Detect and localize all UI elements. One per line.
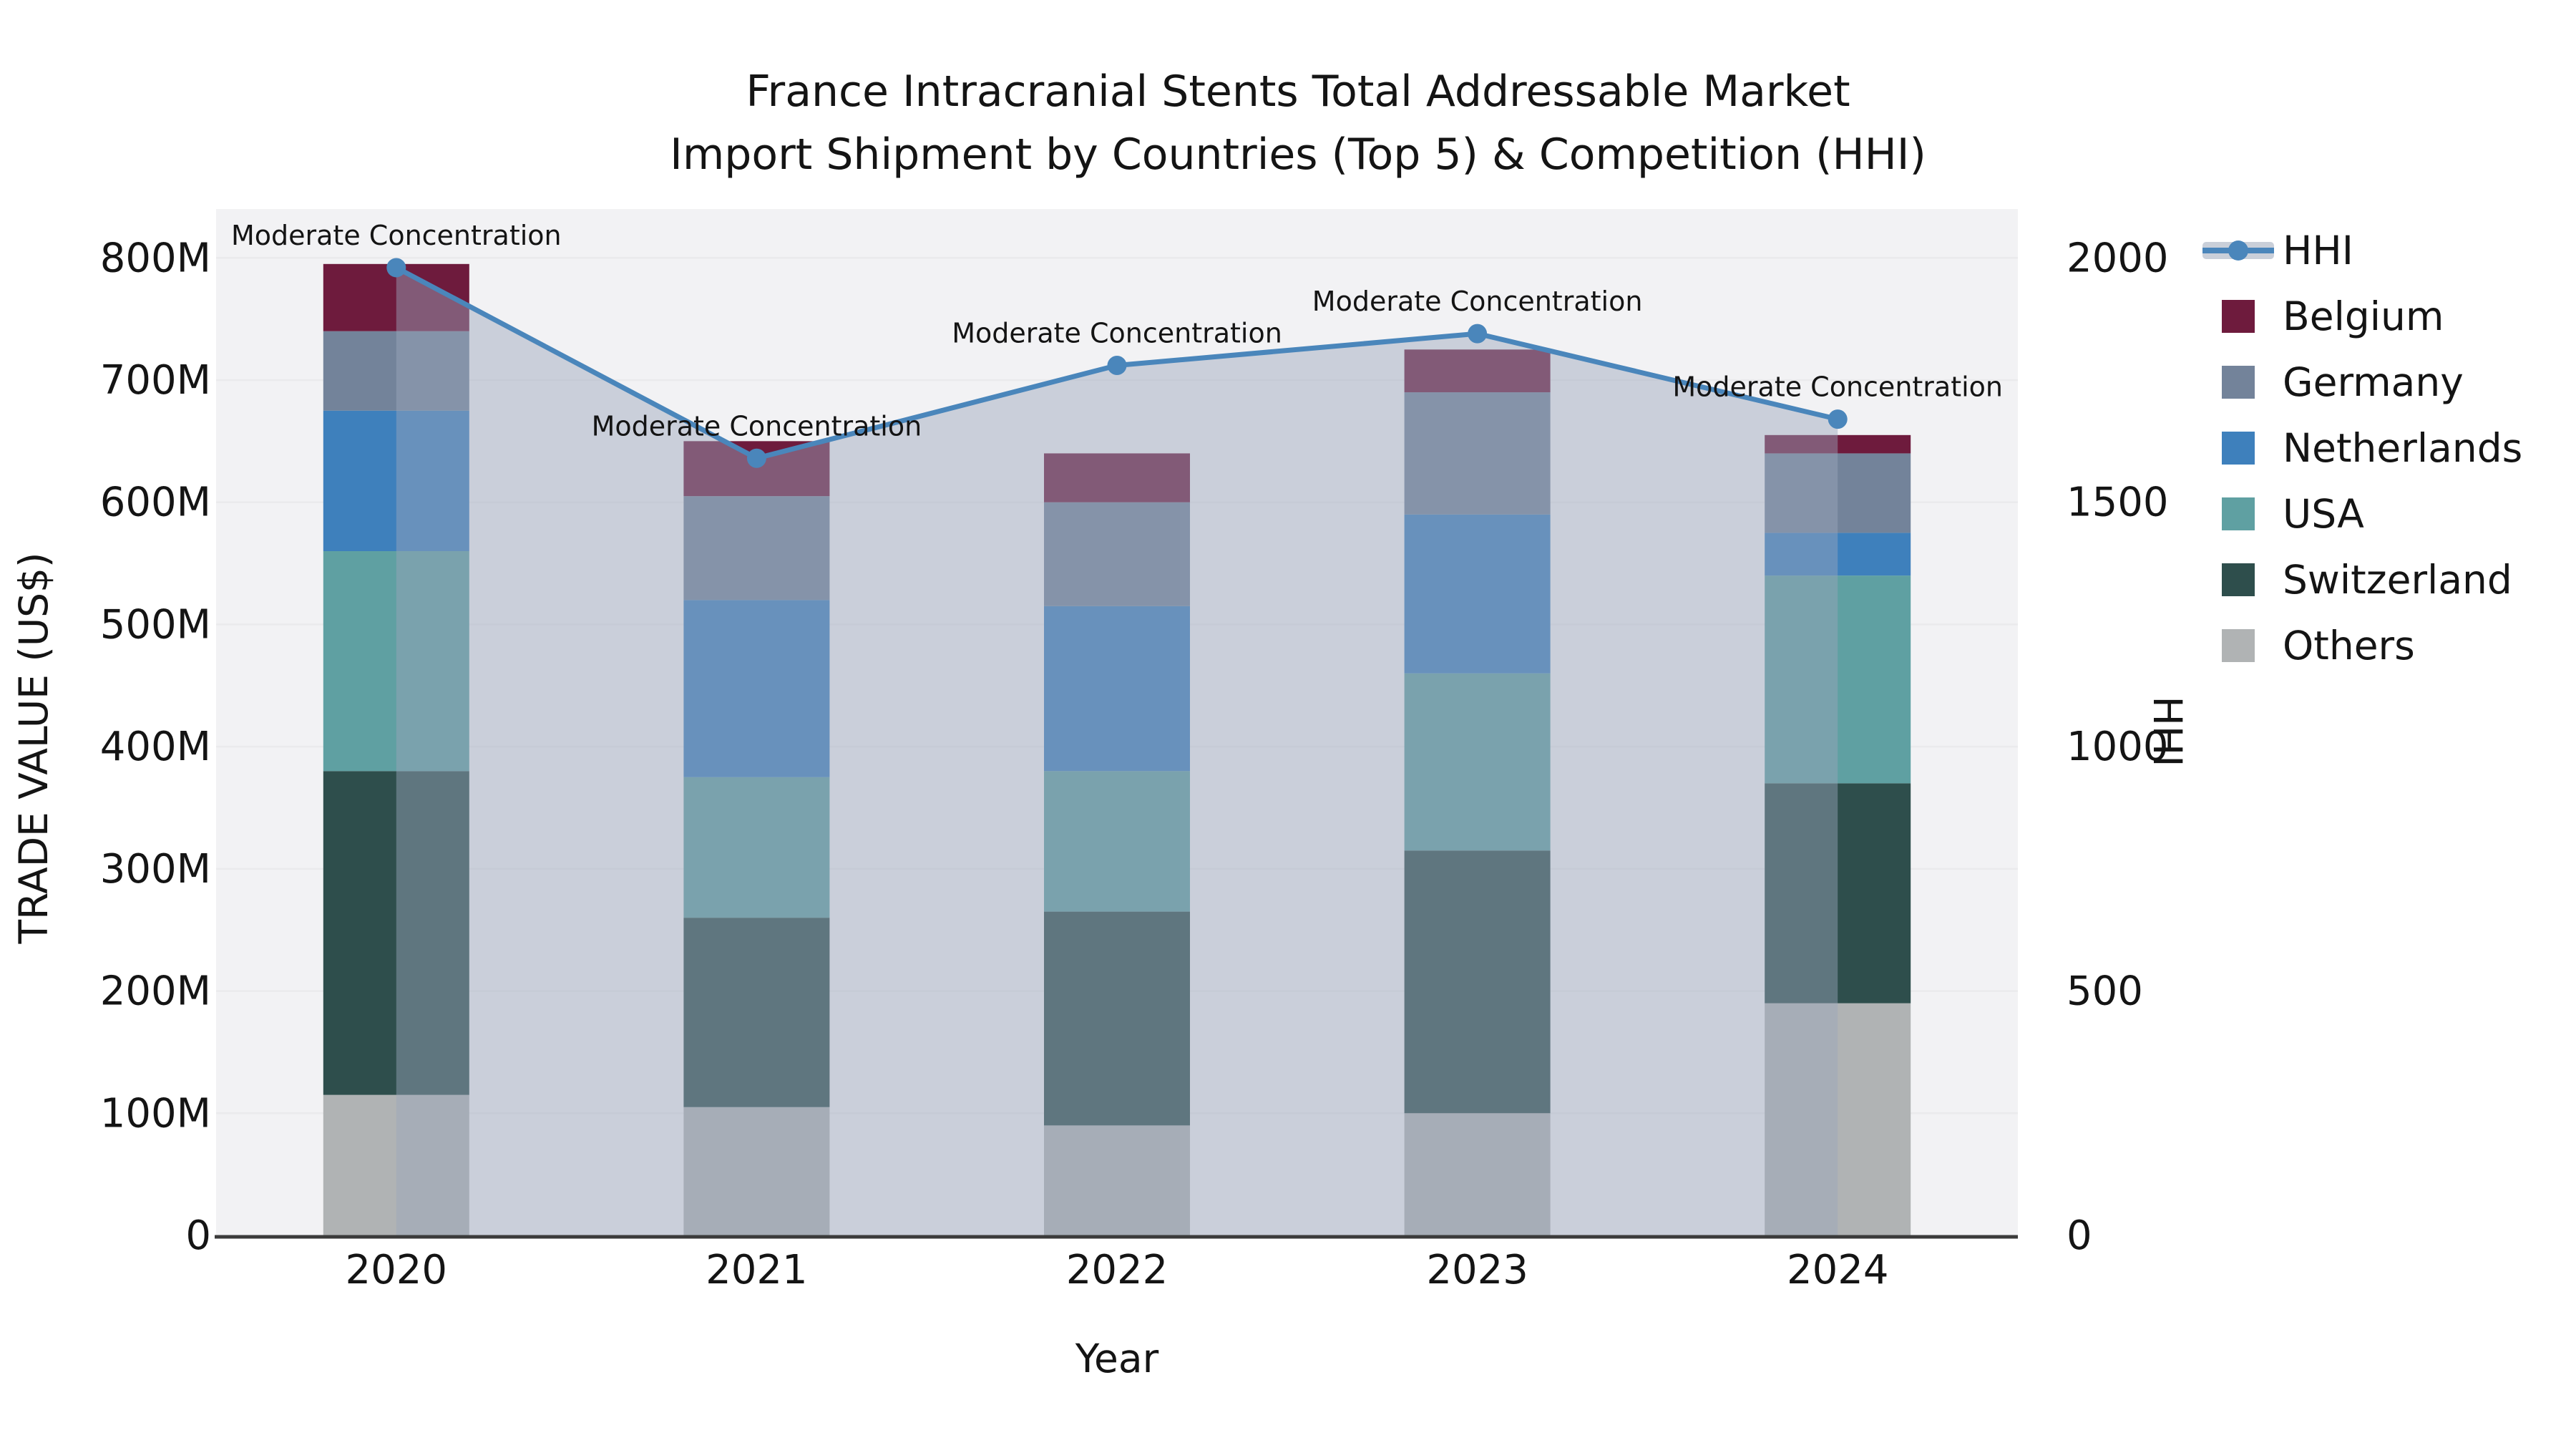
legend-item-germany[interactable]: Germany bbox=[2222, 359, 2464, 405]
y-right-tick-500: 500 bbox=[2067, 968, 2143, 1015]
hhi-line-layer bbox=[386, 258, 1848, 468]
y-left-tick-300M: 300M bbox=[100, 846, 211, 893]
bar-segment-2024-germany[interactable] bbox=[1765, 453, 1911, 533]
legend-label-switzerland: Switzerland bbox=[2283, 557, 2512, 603]
hhi-area-fill bbox=[396, 267, 1838, 1235]
bar-segment-2024-usa[interactable] bbox=[1765, 575, 1911, 784]
legend-swatch-germany bbox=[2222, 366, 2255, 399]
bar-segment-2022-usa[interactable] bbox=[1044, 771, 1190, 912]
y-left-tick-400M: 400M bbox=[100, 724, 211, 770]
legend-item-hhi[interactable]: HHI bbox=[2202, 228, 2353, 273]
y-axis-title-left: TRADE VALUE (US$) bbox=[11, 553, 57, 945]
legend-item-usa[interactable]: USA bbox=[2222, 491, 2364, 537]
bar-segment-2024-others[interactable] bbox=[1765, 1003, 1911, 1235]
y-left-tick-500M: 500M bbox=[100, 601, 211, 648]
bar-segment-2023-germany[interactable] bbox=[1404, 392, 1551, 515]
legend-hhi-marker bbox=[2228, 240, 2248, 261]
tick-labels-layer: 0 100M 200M 300M 400M 500M 600M 700M 800M 0 500 100… bbox=[100, 235, 2169, 1293]
legend-label-usa: USA bbox=[2283, 491, 2364, 537]
y-left-tick-200M: 200M bbox=[100, 968, 211, 1015]
bar-segment-2021-netherlands[interactable] bbox=[683, 600, 830, 777]
y-left-tick-0: 0 bbox=[185, 1213, 211, 1259]
bar-segment-2023-netherlands[interactable] bbox=[1404, 514, 1551, 674]
legend-item-switzerland[interactable]: Switzerland bbox=[2222, 557, 2512, 603]
x-tick-2022: 2022 bbox=[1066, 1247, 1169, 1293]
annotation-2023: Moderate Concentration bbox=[1312, 286, 1643, 317]
annotation-2024: Moderate Concentration bbox=[1672, 371, 2003, 403]
x-tick-2020: 2020 bbox=[346, 1247, 448, 1293]
hhi-marker-2024[interactable] bbox=[1828, 409, 1848, 429]
y-right-tick-2000: 2000 bbox=[2067, 235, 2169, 281]
legend-item-others[interactable]: Others bbox=[2222, 623, 2415, 669]
annotations-layer: Moderate Concentration Moderate Concentra… bbox=[231, 220, 2003, 442]
legend-swatch-switzerland bbox=[2222, 563, 2255, 596]
legend: HHI Belgium Germany Netherlands USA Switzerla… bbox=[2202, 228, 2522, 669]
bar-segment-2020-netherlands[interactable] bbox=[323, 410, 469, 551]
hhi-marker-2022[interactable] bbox=[1107, 356, 1127, 376]
legend-swatch-usa bbox=[2222, 497, 2255, 530]
bar-segment-2021-others[interactable] bbox=[683, 1107, 830, 1235]
bar-segment-2020-switzerland[interactable] bbox=[323, 771, 469, 1095]
bar-segment-2021-switzerland[interactable] bbox=[683, 918, 830, 1107]
y-left-tick-600M: 600M bbox=[100, 480, 211, 526]
bar-segment-2022-belgium[interactable] bbox=[1044, 453, 1190, 502]
legend-label-germany: Germany bbox=[2283, 359, 2464, 405]
bar-segment-2023-switzerland[interactable] bbox=[1404, 850, 1551, 1114]
bar-segment-2024-belgium[interactable] bbox=[1765, 434, 1911, 454]
bar-segment-2022-others[interactable] bbox=[1044, 1125, 1190, 1235]
legend-label-hhi: HHI bbox=[2283, 228, 2353, 273]
x-tick-2021: 2021 bbox=[706, 1247, 808, 1293]
bar-segment-2021-germany[interactable] bbox=[683, 496, 830, 601]
legend-swatch-others bbox=[2222, 629, 2255, 662]
legend-swatch-belgium bbox=[2222, 300, 2255, 333]
x-tick-2024: 2024 bbox=[1787, 1247, 1889, 1293]
y-left-tick-700M: 700M bbox=[100, 357, 211, 404]
bar-segment-2023-usa[interactable] bbox=[1404, 673, 1551, 851]
bar-segment-2020-germany[interactable] bbox=[323, 331, 469, 411]
legend-label-others: Others bbox=[2283, 623, 2415, 669]
hhi-marker-2021[interactable] bbox=[746, 448, 766, 468]
y-right-tick-1000: 1000 bbox=[2067, 724, 2169, 770]
bar-segment-2022-switzerland[interactable] bbox=[1044, 911, 1190, 1126]
legend-label-netherlands: Netherlands bbox=[2283, 425, 2522, 471]
bar-segment-2022-netherlands[interactable] bbox=[1044, 606, 1190, 772]
x-tick-2023: 2023 bbox=[1426, 1247, 1528, 1293]
bar-segment-2021-usa[interactable] bbox=[683, 777, 830, 918]
y-right-tick-1500: 1500 bbox=[2067, 480, 2169, 526]
hhi-marker-2023[interactable] bbox=[1468, 324, 1488, 344]
annotation-2020: Moderate Concentration bbox=[231, 220, 562, 251]
y-axis-title-right: HHI bbox=[2145, 696, 2190, 767]
hhi-marker-2020[interactable] bbox=[386, 258, 406, 278]
chart-title-line2: Import Shipment by Countries (Top 5) & C… bbox=[670, 130, 1926, 180]
bar-segment-2023-belgium[interactable] bbox=[1404, 349, 1551, 393]
bar-segment-2020-usa[interactable] bbox=[323, 551, 469, 772]
y-right-tick-0: 0 bbox=[2067, 1213, 2092, 1259]
legend-item-belgium[interactable]: Belgium bbox=[2222, 293, 2444, 339]
bar-segment-2020-others[interactable] bbox=[323, 1094, 469, 1235]
stacked-bars-layer bbox=[323, 263, 1911, 1235]
y-left-tick-800M: 800M bbox=[100, 235, 211, 281]
bar-segment-2022-germany[interactable] bbox=[1044, 502, 1190, 606]
bar-segment-2024-switzerland[interactable] bbox=[1765, 783, 1911, 1004]
hhi-area-fill-layer bbox=[396, 267, 1838, 1235]
y-left-tick-100M: 100M bbox=[100, 1090, 211, 1137]
bar-segment-2024-netherlands[interactable] bbox=[1765, 533, 1911, 576]
chart-title-line1: France Intracranial Stents Total Address… bbox=[746, 67, 1850, 117]
legend-swatch-netherlands bbox=[2222, 432, 2255, 465]
legend-item-netherlands[interactable]: Netherlands bbox=[2222, 425, 2522, 471]
annotation-2022: Moderate Concentration bbox=[952, 318, 1282, 349]
x-axis-title: Year bbox=[1075, 1336, 1159, 1381]
annotation-2021: Moderate Concentration bbox=[592, 410, 922, 442]
legend-label-belgium: Belgium bbox=[2283, 293, 2444, 339]
bar-segment-2023-others[interactable] bbox=[1404, 1113, 1551, 1235]
